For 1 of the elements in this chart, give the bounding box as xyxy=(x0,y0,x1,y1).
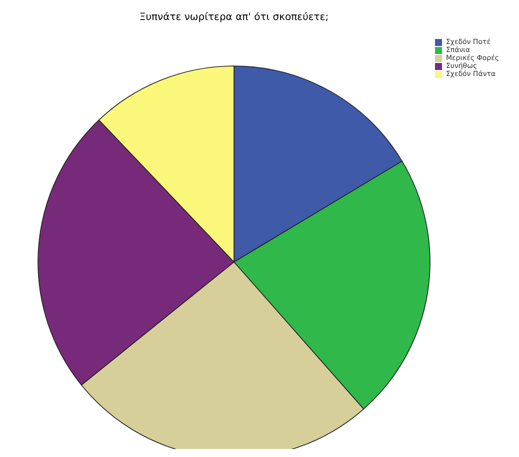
chart-title: Ξυπνάτε νωρίτερα απ' ότι σκοπεύετε; xyxy=(139,12,329,23)
